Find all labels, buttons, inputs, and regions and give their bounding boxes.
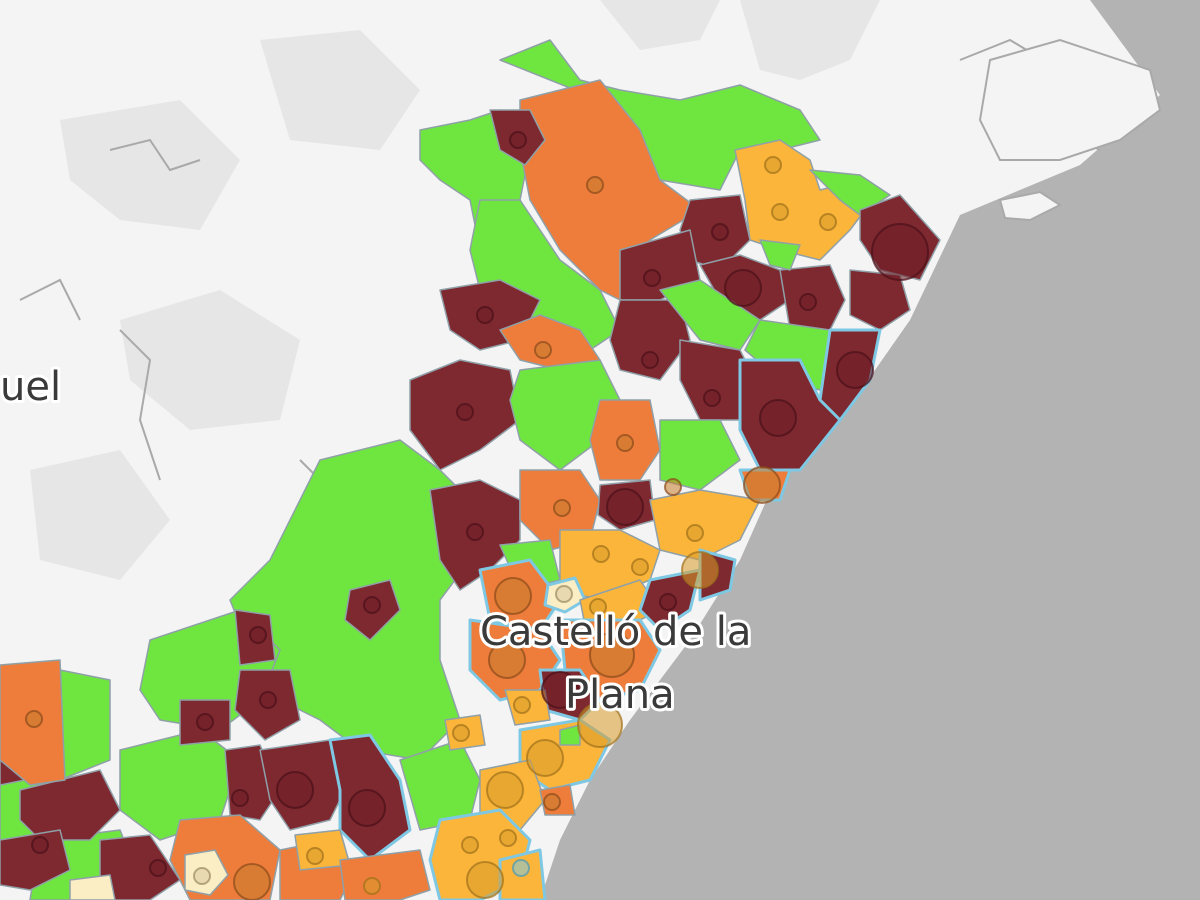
marker[interactable]: [589, 598, 607, 616]
municipality[interactable]: [59, 669, 111, 781]
marker[interactable]: [512, 859, 530, 877]
marker[interactable]: [31, 836, 49, 854]
municipality[interactable]: [659, 419, 741, 491]
marker[interactable]: [541, 671, 579, 709]
delta-land: [978, 38, 1162, 161]
marker[interactable]: [513, 696, 531, 714]
marker[interactable]: [306, 847, 324, 865]
marker[interactable]: [681, 551, 719, 589]
marker[interactable]: [592, 545, 610, 563]
marker[interactable]: [641, 351, 659, 369]
marker[interactable]: [193, 867, 211, 885]
marker[interactable]: [771, 203, 789, 221]
municipality[interactable]: [19, 769, 121, 841]
marker[interactable]: [616, 434, 634, 452]
marker[interactable]: [196, 713, 214, 731]
sea-area: [540, 0, 1200, 900]
municipality[interactable]: [759, 239, 801, 271]
marker[interactable]: [499, 829, 517, 847]
marker[interactable]: [555, 585, 573, 603]
marker[interactable]: [249, 626, 267, 644]
marker[interactable]: [589, 632, 635, 678]
marker[interactable]: [488, 641, 526, 679]
marker[interactable]: [577, 702, 623, 748]
municipality[interactable]: [339, 849, 431, 900]
marker[interactable]: [743, 466, 781, 504]
marker[interactable]: [259, 691, 277, 709]
municipality[interactable]: [0, 829, 71, 891]
municipality[interactable]: [69, 874, 116, 900]
marker[interactable]: [466, 523, 484, 541]
marker[interactable]: [233, 863, 271, 900]
marker[interactable]: [606, 488, 644, 526]
marker[interactable]: [452, 724, 470, 742]
marker[interactable]: [543, 793, 561, 811]
marker[interactable]: [836, 351, 874, 389]
marker[interactable]: [363, 877, 381, 895]
marker[interactable]: [764, 156, 782, 174]
terrain-relief: [30, 0, 880, 580]
island: [998, 190, 1063, 222]
marker[interactable]: [553, 499, 571, 517]
marker[interactable]: [476, 306, 494, 324]
marker[interactable]: [149, 859, 167, 877]
marker[interactable]: [586, 176, 604, 194]
marker[interactable]: [799, 293, 817, 311]
marker[interactable]: [348, 789, 386, 827]
marker[interactable]: [509, 131, 527, 149]
marker[interactable]: [871, 223, 929, 281]
marker[interactable]: [686, 524, 704, 542]
marker[interactable]: [664, 478, 682, 496]
place-label-castellon: Castelló de la: [480, 609, 751, 655]
marker[interactable]: [466, 861, 504, 899]
marker[interactable]: [819, 213, 837, 231]
municipality[interactable]: [559, 724, 581, 746]
marker[interactable]: [461, 836, 479, 854]
marker[interactable]: [363, 596, 381, 614]
marker[interactable]: [759, 399, 797, 437]
marker[interactable]: [711, 223, 729, 241]
marker[interactable]: [703, 389, 721, 407]
marker[interactable]: [659, 593, 677, 611]
place-label-teruel: uel: [0, 364, 61, 410]
marker[interactable]: [456, 403, 474, 421]
marker[interactable]: [643, 269, 661, 287]
marker[interactable]: [25, 710, 43, 728]
marker[interactable]: [724, 269, 762, 307]
marker[interactable]: [231, 789, 249, 807]
marker[interactable]: [486, 771, 524, 809]
marker[interactable]: [631, 558, 649, 576]
marker[interactable]: [494, 577, 532, 615]
case-markers: [25, 131, 929, 900]
place-label-castellon-2: Plana: [565, 672, 675, 718]
marker[interactable]: [276, 771, 314, 809]
marker[interactable]: [534, 341, 552, 359]
marker[interactable]: [526, 739, 564, 777]
